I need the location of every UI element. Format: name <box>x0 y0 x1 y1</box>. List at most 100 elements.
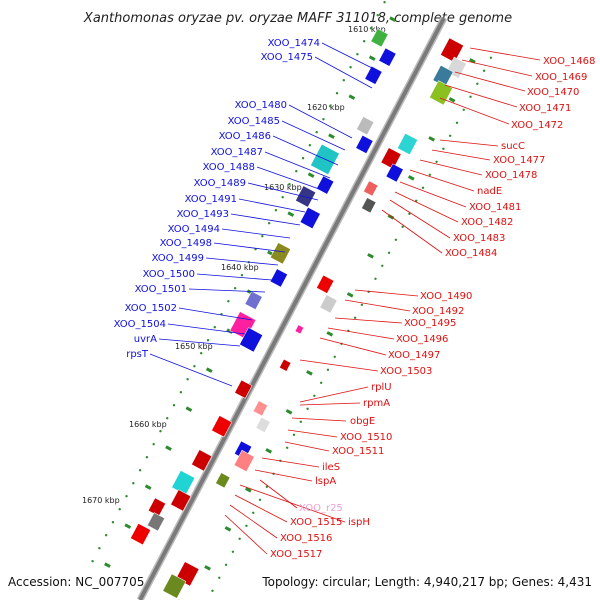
gene-label-left[interactable]: XOO_1491 <box>185 194 237 205</box>
gene-label-left[interactable]: XOO_1486 <box>219 131 271 142</box>
gene-block[interactable] <box>319 294 338 314</box>
gene-block[interactable] <box>316 175 335 195</box>
gene-block[interactable] <box>397 132 418 156</box>
gene-label-left[interactable]: XOO_1489 <box>194 178 246 189</box>
gene-block[interactable] <box>269 242 291 265</box>
gene-label-left[interactable]: XOO_1504 <box>114 319 166 330</box>
gene-label-right[interactable]: XOO_1517 <box>270 549 322 560</box>
gene-label-right[interactable]: lspA <box>315 476 336 487</box>
gene-block[interactable] <box>385 163 404 183</box>
gene-label-left[interactable]: XOO_1502 <box>125 303 177 314</box>
tick-dot <box>206 339 210 342</box>
gene-label-left[interactable]: XOO_1499 <box>152 253 204 264</box>
gene-label-right[interactable]: XOO_1469 <box>535 72 587 83</box>
gene-label-right[interactable]: XOO_1484 <box>445 248 497 259</box>
gene-label-left[interactable]: XOO_1474 <box>268 38 320 49</box>
gene-label-left[interactable]: XOO_1493 <box>177 209 229 220</box>
gene-label-left[interactable]: XOO_1501 <box>135 284 187 295</box>
gene-label-right[interactable]: XOO_1497 <box>388 350 440 361</box>
gene-label-right[interactable]: rpmA <box>363 398 390 409</box>
gene-label-left[interactable]: XOO_1494 <box>168 224 220 235</box>
gene-label-right[interactable]: XOO_1511 <box>332 446 384 457</box>
gene-block[interactable] <box>171 470 196 496</box>
gene-label-right[interactable]: XOO_1503 <box>380 366 432 377</box>
gene-block[interactable] <box>361 197 377 214</box>
gene-label-right[interactable]: ileS <box>322 462 340 473</box>
tick-dot <box>240 274 244 277</box>
gene-block[interactable] <box>299 206 321 230</box>
gene-label-right[interactable]: XOO_1510 <box>340 432 392 443</box>
gene-label-left[interactable]: XOO_1500 <box>143 269 195 280</box>
gene-block[interactable] <box>378 47 397 67</box>
tick-mark <box>185 406 193 412</box>
gene-label-right[interactable]: XOO_1515 <box>290 517 342 528</box>
gene-block[interactable] <box>233 449 255 473</box>
gene-label-right[interactable]: XOO_r25 <box>299 503 343 514</box>
gene-label-right[interactable]: XOO_1472 <box>511 120 563 131</box>
gene-block[interactable] <box>269 268 288 288</box>
gene-block[interactable] <box>147 512 166 532</box>
tick-dot <box>322 118 325 121</box>
gene-label-right[interactable]: XOO_1490 <box>420 291 472 302</box>
tick-dot <box>315 131 318 134</box>
gene-label-right[interactable]: XOO_1516 <box>280 533 332 544</box>
gene-block[interactable] <box>215 472 231 489</box>
gene-block[interactable] <box>440 37 464 63</box>
gene-block[interactable] <box>370 28 389 48</box>
gene-label-right[interactable]: XOO_1492 <box>412 306 464 317</box>
gene-label-right[interactable]: XOO_1495 <box>404 318 456 329</box>
gene-label-right[interactable]: XOO_1481 <box>469 202 521 213</box>
gene-block[interactable] <box>234 379 253 399</box>
gene-block[interactable] <box>252 400 268 417</box>
gene-label-right[interactable]: XOO_1478 <box>485 170 537 181</box>
gene-label-right[interactable]: XOO_1477 <box>493 155 545 166</box>
gene-label-left[interactable]: XOO_1488 <box>203 162 255 173</box>
tick-dot <box>455 121 459 124</box>
gene-block[interactable] <box>380 147 402 170</box>
tick-dot <box>104 534 108 537</box>
gene-label-right[interactable]: XOO_1468 <box>543 56 595 67</box>
gene-block[interactable] <box>162 573 187 599</box>
tick-dot <box>306 407 309 410</box>
gene-label-right[interactable]: obgE <box>350 416 375 427</box>
gene-label-left[interactable]: rpsT <box>126 349 149 360</box>
gene-block[interactable] <box>294 324 305 335</box>
gene-block[interactable] <box>279 358 292 372</box>
gene-label-left[interactable]: XOO_1485 <box>228 116 280 127</box>
label-connector <box>381 209 443 254</box>
gene-block[interactable] <box>429 80 453 106</box>
gene-label-right[interactable]: XOO_1483 <box>453 233 505 244</box>
gene-label-right[interactable]: XOO_1482 <box>461 217 513 228</box>
tick-mark <box>144 484 152 490</box>
label-connector <box>287 429 338 438</box>
tick-dot <box>326 368 330 371</box>
gene-label-right[interactable]: XOO_1471 <box>519 103 571 114</box>
gene-block[interactable] <box>211 415 233 438</box>
gene-label-right[interactable]: XOO_1470 <box>527 87 579 98</box>
gene-block[interactable] <box>363 180 379 197</box>
gene-label-left[interactable]: XOO_1480 <box>235 100 287 111</box>
tick-mark <box>124 523 132 529</box>
gene-label-right[interactable]: ispH <box>348 517 370 528</box>
gene-block[interactable] <box>356 116 375 136</box>
gene-block[interactable] <box>239 327 263 353</box>
gene-block[interactable] <box>316 274 335 294</box>
tick-dots <box>91 1 493 592</box>
gene-label-left[interactable]: uvrA <box>134 334 157 345</box>
gene-block[interactable] <box>170 489 192 512</box>
gene-block[interactable] <box>191 449 213 472</box>
gene-label-left[interactable]: XOO_1475 <box>261 52 313 63</box>
gene-label-right[interactable]: nadE <box>477 186 502 197</box>
gene-block[interactable] <box>255 416 271 433</box>
gene-label-right[interactable]: sucC <box>501 141 525 152</box>
gene-block[interactable] <box>130 523 152 546</box>
gene-label-left[interactable]: XOO_1487 <box>211 147 263 158</box>
gene-block[interactable] <box>244 290 263 310</box>
gene-block[interactable] <box>147 497 166 517</box>
gene-block[interactable] <box>295 185 317 208</box>
gene-label-right[interactable]: rplU <box>371 382 392 393</box>
gene-block[interactable] <box>355 134 374 154</box>
gene-label-right[interactable]: XOO_1496 <box>396 334 448 345</box>
tick-dot <box>261 235 264 238</box>
gene-label-left[interactable]: XOO_1498 <box>160 238 212 249</box>
